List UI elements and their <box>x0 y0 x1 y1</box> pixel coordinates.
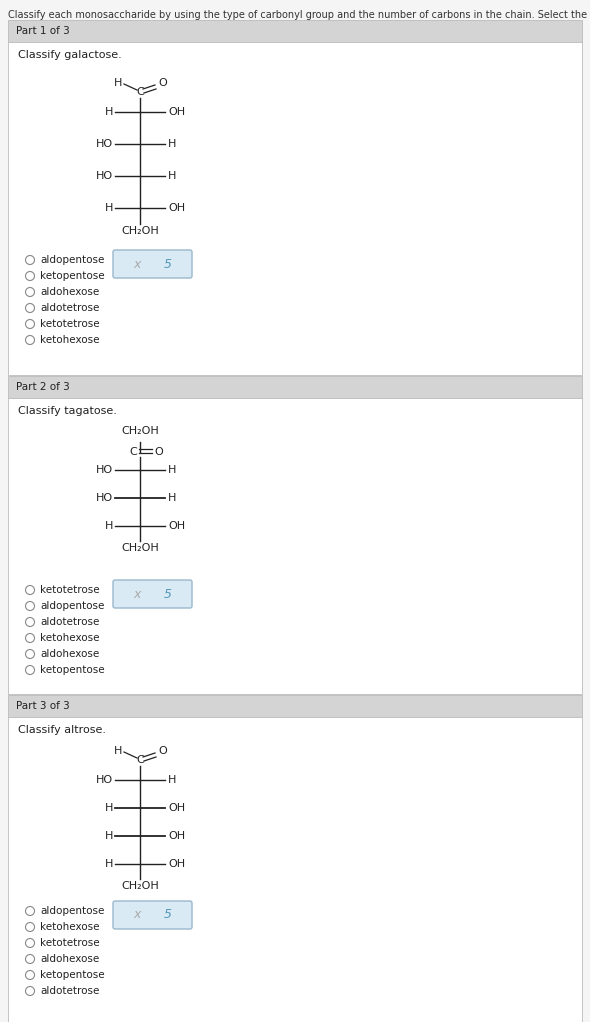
Text: O: O <box>158 746 167 756</box>
Text: aldohexose: aldohexose <box>40 954 99 964</box>
Text: aldohexose: aldohexose <box>40 649 99 659</box>
Text: aldotetrose: aldotetrose <box>40 617 99 628</box>
Text: CH₂OH: CH₂OH <box>121 543 159 553</box>
Text: C: C <box>136 755 144 765</box>
Text: H: H <box>114 746 122 756</box>
Circle shape <box>25 923 34 931</box>
Text: H: H <box>168 493 176 503</box>
Circle shape <box>25 335 34 344</box>
Text: Part 2 of 3: Part 2 of 3 <box>16 382 70 392</box>
Text: OH: OH <box>168 521 185 531</box>
Text: H: H <box>104 803 113 812</box>
Circle shape <box>25 602 34 610</box>
Text: OH: OH <box>168 107 185 117</box>
Bar <box>8 717 582 1022</box>
Text: C: C <box>129 447 137 457</box>
Text: Part 3 of 3: Part 3 of 3 <box>16 701 70 711</box>
Bar <box>8 42 582 375</box>
Text: x: x <box>134 588 141 601</box>
Text: CH₂OH: CH₂OH <box>121 226 159 236</box>
Text: Part 1 of 3: Part 1 of 3 <box>16 26 70 36</box>
Text: ketopentose: ketopentose <box>40 271 104 281</box>
Text: Classify each monosaccharide by using the type of carbonyl group and the number : Classify each monosaccharide by using th… <box>8 10 590 20</box>
Text: HO: HO <box>96 139 113 149</box>
Text: H: H <box>104 203 113 213</box>
Text: Classify tagatose.: Classify tagatose. <box>18 406 117 416</box>
Circle shape <box>25 665 34 675</box>
Circle shape <box>25 272 34 280</box>
Bar <box>8 20 582 42</box>
Text: H: H <box>168 139 176 149</box>
Circle shape <box>25 586 34 595</box>
Text: aldopentose: aldopentose <box>40 905 104 916</box>
Text: x: x <box>134 909 141 922</box>
Text: 5: 5 <box>163 588 172 601</box>
Text: ketopentose: ketopentose <box>40 970 104 980</box>
Circle shape <box>25 650 34 658</box>
Text: OH: OH <box>168 803 185 812</box>
Text: 5: 5 <box>163 258 172 271</box>
Text: OH: OH <box>168 203 185 213</box>
Circle shape <box>25 287 34 296</box>
Text: H: H <box>114 78 122 88</box>
Text: H: H <box>168 465 176 475</box>
Text: H: H <box>104 107 113 117</box>
Text: aldopentose: aldopentose <box>40 601 104 611</box>
Text: H: H <box>104 831 113 841</box>
Circle shape <box>25 971 34 979</box>
Circle shape <box>25 986 34 995</box>
Bar <box>8 695 582 717</box>
Text: O: O <box>154 447 163 457</box>
Text: ketohexose: ketohexose <box>40 335 100 345</box>
Text: ketotetrose: ketotetrose <box>40 585 100 595</box>
Text: Classify altrose.: Classify altrose. <box>18 725 106 735</box>
Bar <box>8 398 582 694</box>
Text: ketohexose: ketohexose <box>40 922 100 932</box>
Text: CH₂OH: CH₂OH <box>121 881 159 891</box>
Circle shape <box>25 634 34 643</box>
Circle shape <box>25 938 34 947</box>
Text: OH: OH <box>168 860 185 869</box>
Text: HO: HO <box>96 775 113 785</box>
Text: ketopentose: ketopentose <box>40 665 104 675</box>
Text: HO: HO <box>96 493 113 503</box>
Circle shape <box>25 320 34 328</box>
Text: OH: OH <box>168 831 185 841</box>
Circle shape <box>25 907 34 916</box>
FancyBboxPatch shape <box>113 250 192 278</box>
Text: ketohexose: ketohexose <box>40 633 100 643</box>
FancyBboxPatch shape <box>113 901 192 929</box>
Circle shape <box>25 304 34 313</box>
Text: O: O <box>158 78 167 88</box>
Text: H: H <box>168 775 176 785</box>
Text: HO: HO <box>96 171 113 181</box>
Text: HO: HO <box>96 465 113 475</box>
Circle shape <box>25 617 34 626</box>
Text: ketotetrose: ketotetrose <box>40 938 100 948</box>
Text: aldopentose: aldopentose <box>40 256 104 265</box>
Text: Classify galactose.: Classify galactose. <box>18 50 122 60</box>
FancyBboxPatch shape <box>113 580 192 608</box>
Text: 5: 5 <box>163 909 172 922</box>
Text: aldotetrose: aldotetrose <box>40 303 99 313</box>
Bar <box>8 376 582 398</box>
Text: aldotetrose: aldotetrose <box>40 986 99 996</box>
Text: H: H <box>168 171 176 181</box>
Text: CH₂OH: CH₂OH <box>121 426 159 436</box>
Circle shape <box>25 256 34 265</box>
Text: H: H <box>104 860 113 869</box>
Text: x: x <box>134 258 141 271</box>
Circle shape <box>25 955 34 964</box>
Text: C: C <box>136 87 144 97</box>
Text: H: H <box>104 521 113 531</box>
Text: aldohexose: aldohexose <box>40 287 99 297</box>
Text: ketotetrose: ketotetrose <box>40 319 100 329</box>
